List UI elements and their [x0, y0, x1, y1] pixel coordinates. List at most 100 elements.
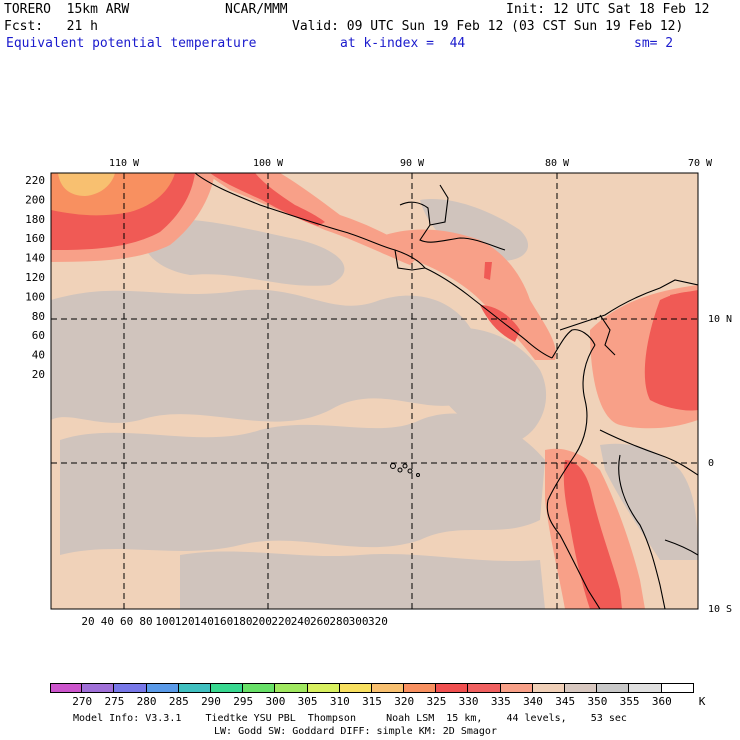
colorbar-label: 280 [136, 695, 157, 708]
x-tick-label: 120 [175, 615, 195, 628]
lat-label: 0 [708, 458, 714, 469]
lat-label: 10 N [708, 314, 732, 325]
colorbar-swatch [275, 683, 308, 693]
colorbar-swatch [629, 683, 662, 693]
lon-label: 70 W [688, 158, 713, 169]
x-tick-label: 160 [213, 615, 233, 628]
x-tick-label: 300 [349, 615, 369, 628]
lat-label: 10 S [708, 604, 732, 615]
colorbar-swatch [371, 683, 405, 693]
colorbar-swatch [436, 683, 469, 693]
colorbar-swatch [243, 683, 276, 693]
colorbar-swatch [307, 683, 340, 693]
level-index: at k-index = 44 [340, 36, 466, 51]
field-ca-hot [480, 305, 520, 342]
colorbar-label: 290 [201, 695, 221, 708]
x-tick-label: 40 [101, 615, 114, 628]
field-land-grey [600, 443, 698, 560]
colorbar-swatch [146, 683, 179, 693]
field-andes-hot [563, 460, 622, 609]
field-grey-patch [51, 289, 480, 423]
init-time: Init: 12 UTC Sat 18 Feb 12 [506, 2, 710, 17]
smoothing: sm= 2 [634, 36, 674, 51]
y-tick-label: 220 [25, 174, 45, 187]
y-tick-label: 120 [25, 271, 45, 284]
y-tick-label: 200 [25, 193, 45, 206]
y-tick-label: 40 [32, 349, 45, 362]
field-grey-patch [424, 327, 547, 441]
x-tick-label: 60 [120, 615, 133, 628]
colorbar-label: 295 [233, 695, 254, 708]
colorbar-swatch [210, 683, 244, 693]
model-name: TORERO 15km ARW [4, 2, 130, 17]
field-grey-patch [420, 199, 529, 261]
colorbar-swatch [82, 683, 115, 693]
x-tick-label: 320 [368, 615, 388, 628]
colorbar-swatch [532, 683, 565, 693]
colorbar-label: 315 [362, 695, 382, 708]
field-ca-hot [484, 262, 492, 280]
x-tick-label: 240 [291, 615, 311, 628]
colorbar-label: 320 [394, 695, 415, 708]
model-info: Model Info: V3.3.1 Tiedtke YSU PBL Thomp… [73, 713, 627, 724]
x-tick-label: 280 [329, 615, 349, 628]
lon-label: 100 W [253, 158, 284, 169]
colorbar-label: 300 [265, 695, 286, 708]
colorbar-swatch [404, 683, 437, 693]
x-tick-label: 140 [194, 615, 214, 628]
colorbar-swatch [339, 683, 372, 693]
lon-label: 90 W [400, 158, 425, 169]
colorbar-swatch [597, 683, 630, 693]
colorbar-label: 340 [523, 695, 543, 708]
y-tick-label: 80 [32, 310, 45, 323]
lon-label: 110 W [109, 158, 140, 169]
forecast-hour: Fcst: 21 h [4, 19, 98, 34]
graticule [51, 173, 698, 609]
colorbar [50, 683, 694, 693]
colorbar-swatch [50, 683, 83, 693]
colorbar-swatch [114, 683, 147, 693]
colorbar-label: 350 [587, 695, 608, 708]
field-grey-patch [180, 551, 545, 609]
y-tick-label: 180 [25, 213, 45, 226]
colorbar-label: 360 [651, 695, 672, 708]
physics-info: LW: Godd SW: Goddard DIFF: simple KM: 2D… [214, 726, 497, 737]
x-tick-label: 200 [252, 615, 272, 628]
theta-e-map: 110 W 100 W 90 W 80 W 70 W 10 N 0 10 S 2… [25, 158, 732, 628]
map-frame [50, 172, 699, 610]
y-tick-label: 100 [25, 290, 45, 303]
x-tick-label: 100 [155, 615, 175, 628]
colorbar-swatch [500, 683, 533, 693]
field-yellow-nw [58, 173, 115, 196]
lon-label: 80 W [545, 158, 570, 169]
colorbar-label: 285 [168, 695, 189, 708]
colorbar-swatch [178, 683, 211, 693]
y-tick-label: 160 [25, 232, 45, 245]
colorbar-swatch [661, 683, 694, 693]
field-sa-hot [670, 290, 698, 335]
y-tick-label: 60 [32, 329, 45, 342]
field-grey-patch [60, 413, 545, 555]
y-tick-label: 20 [32, 368, 45, 381]
colorbar-label: 305 [297, 695, 318, 708]
y-tick-label: 140 [25, 252, 45, 265]
colorbar-label: 330 [458, 695, 479, 708]
colorbar-unit: K [698, 695, 706, 708]
valid-time: Valid: 09 UTC Sun 19 Feb 12 (03 CST Sun … [292, 19, 684, 34]
colorbar-label: 310 [329, 695, 350, 708]
colorbar-label: 270 [72, 695, 93, 708]
field-coast-hot [210, 173, 325, 226]
field-name: Equivalent potential temperature [6, 36, 257, 51]
colorbar-swatch [565, 683, 598, 693]
x-tick-label: 80 [139, 615, 152, 628]
center-name: NCAR/MMM [225, 2, 288, 17]
colorbar-label: 345 [555, 695, 576, 708]
x-tick-label: 220 [271, 615, 291, 628]
coastlines [194, 173, 698, 609]
colorbar-label: 335 [490, 695, 511, 708]
colorbar-swatch [468, 683, 501, 693]
colorbar-label: 325 [426, 695, 447, 708]
x-tick-label: 180 [233, 615, 253, 628]
field-grey-patch [143, 219, 345, 286]
x-tick-label: 260 [310, 615, 330, 628]
